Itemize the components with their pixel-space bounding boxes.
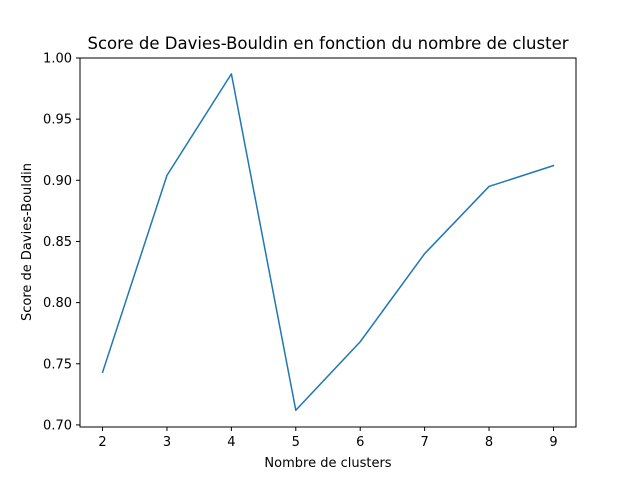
x-tick-label: 9 (549, 435, 557, 450)
y-tick-label: 1.00 (43, 52, 72, 67)
y-tick-label: 0.85 (43, 235, 72, 250)
y-axis: 0.70 0.75 0.80 0.85 0.90 0.95 1.00 (43, 52, 80, 433)
x-tick-label: 6 (356, 435, 364, 450)
y-tick-label: 0.75 (43, 357, 72, 372)
x-axis: 2 3 4 5 6 7 8 9 (98, 427, 558, 450)
chart-title: Score de Davies-Bouldin en fonction du n… (87, 34, 568, 53)
plot-frame (79, 57, 577, 428)
x-tick-label: 3 (163, 435, 171, 450)
plot-area (101, 73, 555, 411)
y-axis-label: Score de Davies-Bouldin (20, 163, 35, 321)
x-axis-label: Nombre de clusters (264, 456, 391, 471)
x-tick-label: 7 (420, 435, 428, 450)
y-tick-label: 0.80 (43, 296, 72, 311)
y-tick-label: 0.95 (43, 113, 72, 128)
y-tick-label: 0.70 (43, 418, 72, 433)
x-tick-label: 8 (485, 435, 493, 450)
x-tick-label: 2 (98, 435, 106, 450)
x-tick-label: 4 (227, 435, 235, 450)
y-tick-label: 0.90 (43, 174, 72, 189)
series-line (101, 73, 555, 411)
x-tick-label: 5 (292, 435, 300, 450)
